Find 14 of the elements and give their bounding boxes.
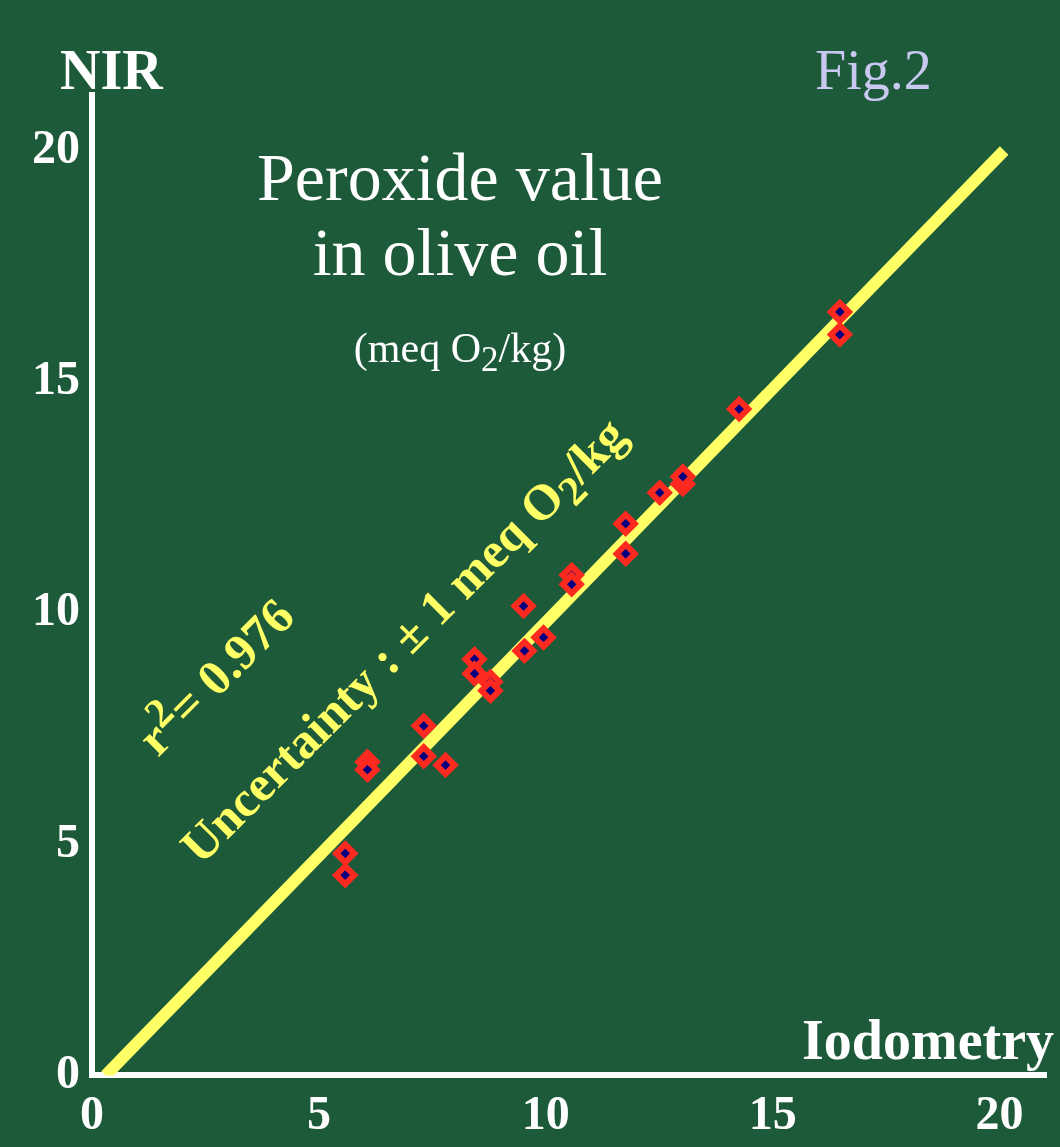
x-tick-label: 10 (521, 1085, 570, 1139)
text: Peroxide value in olive oil (256, 139, 664, 290)
text: (meq O$_{2}$/kg) (352, 325, 568, 380)
x-tick-label: 15 (748, 1085, 797, 1139)
y-tick-label: 0 (56, 1044, 80, 1098)
y-axis-title: NIR (60, 39, 163, 102)
x-axis-title: Iodometry (802, 1009, 1054, 1072)
annotation: Fig.2 (815, 39, 932, 102)
y-tick-label: 20 (32, 119, 80, 173)
y-tick-label: 5 (56, 813, 80, 867)
y-tick-label: 15 (32, 351, 80, 405)
x-tick-label: 5 (306, 1085, 331, 1139)
y-tick-label: 10 (32, 582, 80, 636)
x-tick-label: 20 (975, 1085, 1024, 1139)
